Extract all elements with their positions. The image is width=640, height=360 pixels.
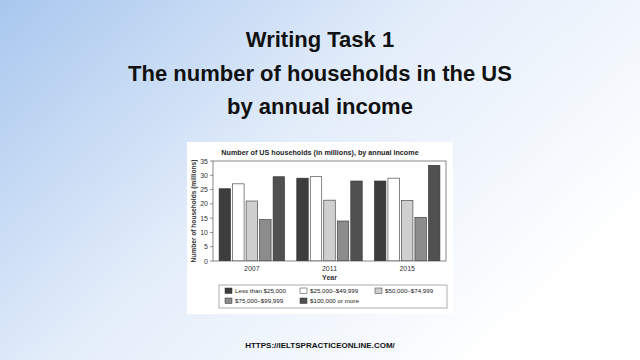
y-tick-label: 30	[200, 172, 208, 179]
y-tick-label: 10	[200, 229, 208, 236]
bar	[260, 220, 272, 261]
bar	[324, 200, 336, 261]
header-title: by annual income	[227, 94, 413, 119]
footer-url: HTTPS://IELTSPRACTICEONLINE.COM/	[245, 341, 395, 350]
bar	[351, 181, 363, 261]
legend-swatch	[300, 298, 307, 304]
y-axis-label: Number of households (millions)	[190, 160, 198, 263]
legend-label: $100,000 or more	[310, 297, 359, 304]
bar	[246, 201, 257, 261]
bar	[337, 221, 349, 261]
legend-label: $25,000–$49,999	[310, 287, 359, 294]
header-title: The number of households in the US	[128, 61, 512, 86]
bar	[233, 184, 245, 261]
y-tick	[210, 232, 213, 233]
legend-label: $75,000–$99,999	[235, 297, 284, 304]
bar	[388, 178, 400, 261]
bar	[401, 200, 413, 261]
legend-label: Less than $25,000	[235, 287, 286, 294]
bar	[219, 189, 231, 261]
chart-panel	[187, 142, 453, 314]
legend-swatch	[225, 288, 232, 294]
legend-swatch	[300, 288, 307, 294]
bar	[374, 181, 386, 261]
header-title: Writing Task 1	[246, 27, 394, 52]
y-tick-label: 20	[200, 200, 208, 207]
y-tick	[210, 203, 213, 204]
x-tick-label: 2007	[244, 265, 260, 272]
legend-label: $50,000–$74,999	[385, 287, 434, 294]
chart-title: Number of US households (in millions), b…	[221, 148, 418, 157]
x-tick-label: 2011	[322, 265, 337, 272]
y-tick	[210, 261, 213, 262]
y-tick-label: 15	[200, 215, 208, 222]
bar	[297, 178, 309, 261]
background	[0, 0, 640, 360]
y-tick	[210, 218, 213, 219]
legend-swatch	[375, 288, 382, 294]
y-tick-label: 5	[204, 243, 208, 250]
bars	[219, 165, 440, 261]
page-root: Writing Task 1 The number of households i…	[0, 0, 640, 360]
y-tick-label: 35	[200, 158, 208, 165]
y-tick-label: 0	[204, 258, 208, 265]
x-axis-label: Year	[322, 274, 337, 281]
y-tick	[210, 161, 213, 162]
plot-frame	[213, 161, 446, 261]
y-tick	[210, 175, 213, 176]
bar	[428, 165, 440, 261]
y-tick	[210, 246, 213, 247]
bar	[415, 217, 427, 261]
y-tick	[210, 189, 213, 190]
legend-swatch	[225, 298, 232, 304]
legend-box	[219, 285, 447, 308]
bar	[273, 177, 285, 261]
bar	[310, 177, 322, 261]
y-tick-label: 25	[200, 186, 208, 193]
x-tick-label: 2015	[399, 265, 415, 272]
canvas: Writing Task 1 The number of households i…	[0, 0, 640, 360]
